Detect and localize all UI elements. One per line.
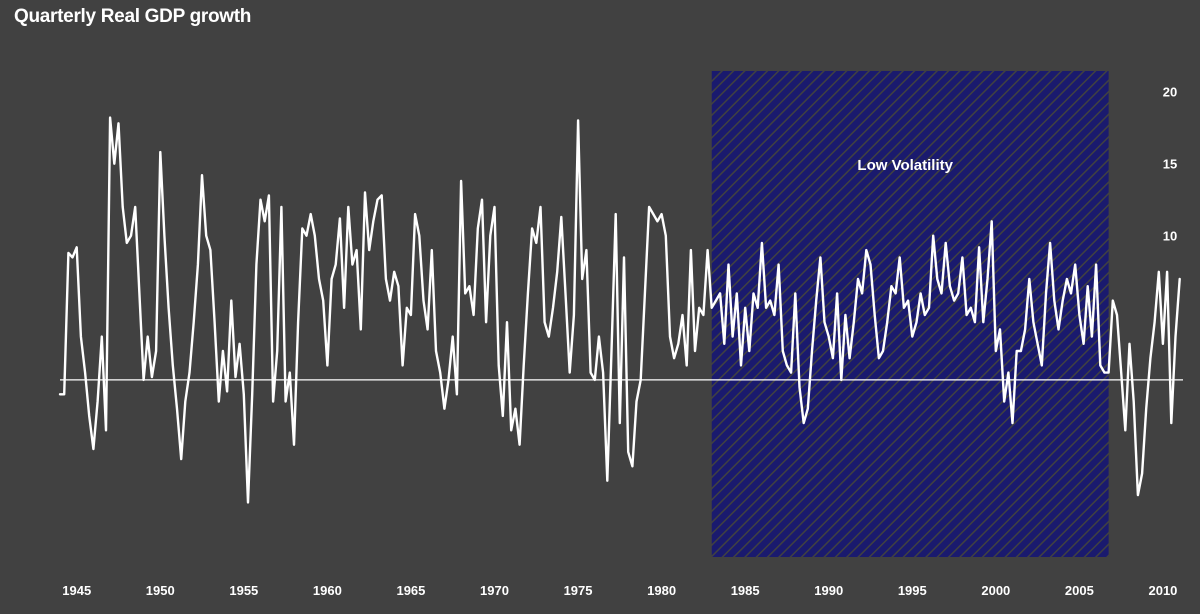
y-tick-label: 10 [1163, 229, 1177, 244]
x-tick-label: 1990 [814, 583, 843, 598]
x-tick-label: 1995 [898, 583, 927, 598]
x-tick-label: 1980 [647, 583, 676, 598]
x-tick-label: 1965 [396, 583, 425, 598]
x-tick-label: 2010 [1148, 583, 1177, 598]
chart-title: Quarterly Real GDP growth [14, 6, 252, 27]
series-line [58, 116, 1181, 504]
x-tick-label: 1955 [229, 583, 258, 598]
y-tick-label: 15 [1163, 157, 1177, 172]
x-tick-label: 2000 [981, 583, 1010, 598]
x-tick-label: 1985 [731, 583, 760, 598]
x-tick-label: 1960 [313, 583, 342, 598]
x-tick-label: 1970 [480, 583, 509, 598]
x-tick-label: 1975 [564, 583, 593, 598]
x-tick-label: 1950 [146, 583, 175, 598]
y-tick-label: 20 [1163, 85, 1177, 100]
region-label: Low Volatility [857, 157, 953, 174]
x-tick-label: 1945 [62, 583, 91, 598]
x-tick-label: 2005 [1065, 583, 1094, 598]
